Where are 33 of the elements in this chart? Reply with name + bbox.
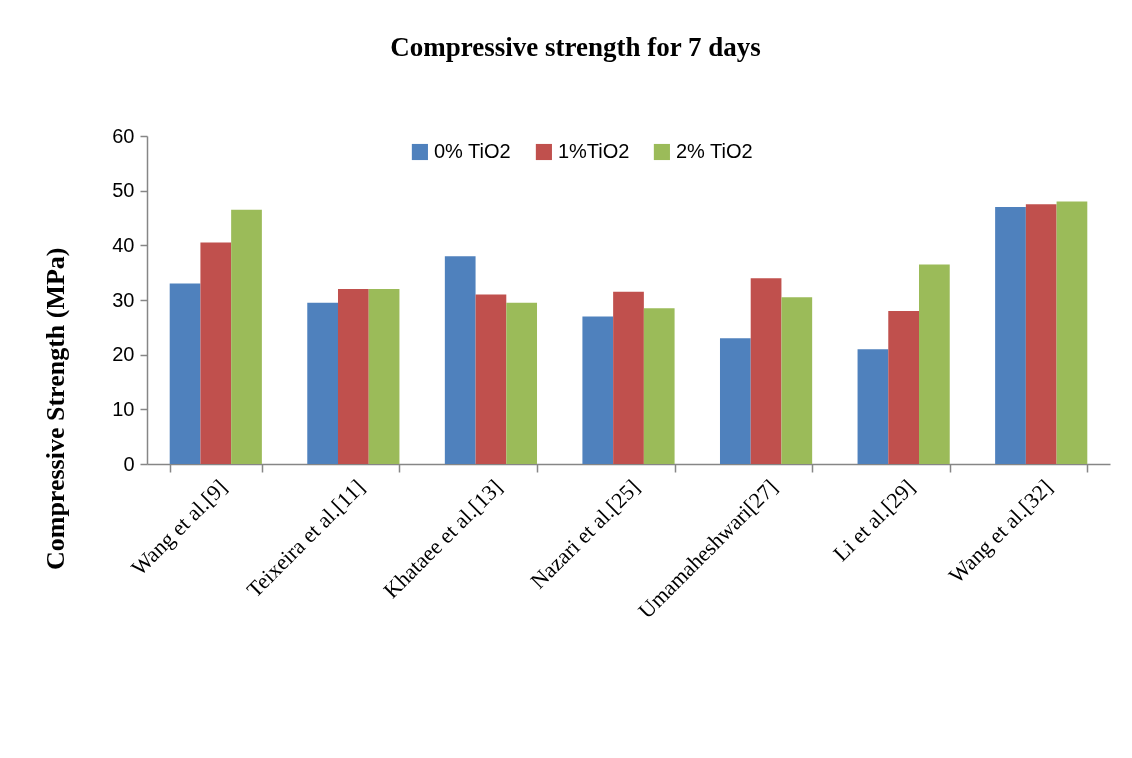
bar xyxy=(613,291,644,464)
y-tick-label: 50 xyxy=(112,179,135,202)
bar xyxy=(368,289,400,464)
bar xyxy=(1056,201,1088,464)
bar xyxy=(643,308,675,464)
bar xyxy=(307,302,338,464)
y-tick-label: 0 xyxy=(123,452,135,475)
bar xyxy=(750,278,782,464)
bar xyxy=(582,316,614,464)
bar xyxy=(506,302,538,464)
legend-label: 1%TiO2 xyxy=(557,140,630,162)
bar xyxy=(338,289,369,464)
y-tick-label: 60 xyxy=(112,124,135,147)
y-axis-title: Compressive Strength (MPa) xyxy=(40,247,70,571)
y-tick-label: 40 xyxy=(112,233,135,256)
y-tick-label: 10 xyxy=(112,397,135,420)
y-tick-label: 30 xyxy=(112,288,135,311)
legend-label: 0% TiO2 xyxy=(433,140,511,162)
bar xyxy=(169,283,201,464)
bar xyxy=(719,338,751,464)
bar xyxy=(200,242,232,464)
bar xyxy=(919,264,950,464)
bar xyxy=(781,297,813,464)
y-tick-label: 20 xyxy=(112,343,135,366)
bar xyxy=(857,349,889,464)
bar xyxy=(995,207,1026,464)
legend-label: 2% TiO2 xyxy=(675,140,753,162)
bar xyxy=(444,256,476,464)
bar xyxy=(475,294,507,464)
chart-title: Compressive strength for 7 days xyxy=(390,32,761,62)
bar xyxy=(231,209,262,464)
bar xyxy=(1025,204,1057,464)
bar xyxy=(888,310,920,464)
